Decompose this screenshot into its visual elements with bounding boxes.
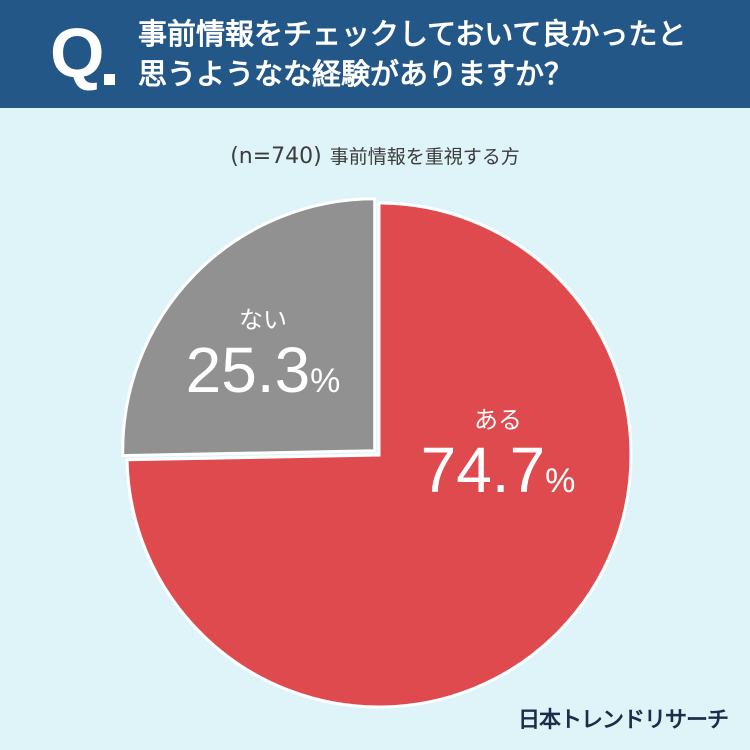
slice-name-aru: ある xyxy=(474,406,522,434)
chart-subtitle: (n=740) 事前情報を重視する方 xyxy=(0,142,750,172)
question-line-2: 思うようなな経験がありますか？ xyxy=(138,57,574,91)
pie-slice-nai xyxy=(121,197,377,458)
q-mark: Q xyxy=(50,14,105,92)
slice-label-aru: ある 74.7% xyxy=(388,405,608,516)
subtitle-text: 事前情報を重視する方 xyxy=(329,146,520,168)
question-header: Q 事前情報をチェックしておいて良かったと 思うようなな経験がありますか？ xyxy=(0,0,750,108)
slice-name-nai: ない xyxy=(239,306,287,334)
question-line-1: 事前情報をチェックしておいて良かったと xyxy=(138,17,687,51)
slice-value-aru: 74.7% xyxy=(420,434,576,506)
pie-slice-aru xyxy=(125,201,633,709)
sample-size: (n=740) xyxy=(230,144,322,169)
slice-label-nai: ない 25.3% xyxy=(153,305,373,416)
brand-logo: 日本トレンドリサーチ xyxy=(517,708,729,733)
slice-value-nai: 25.3% xyxy=(185,334,341,406)
q-dot xyxy=(104,74,115,85)
question-text: 事前情報をチェックしておいて良かったと 思うようなな経験がありますか？ xyxy=(138,14,738,94)
